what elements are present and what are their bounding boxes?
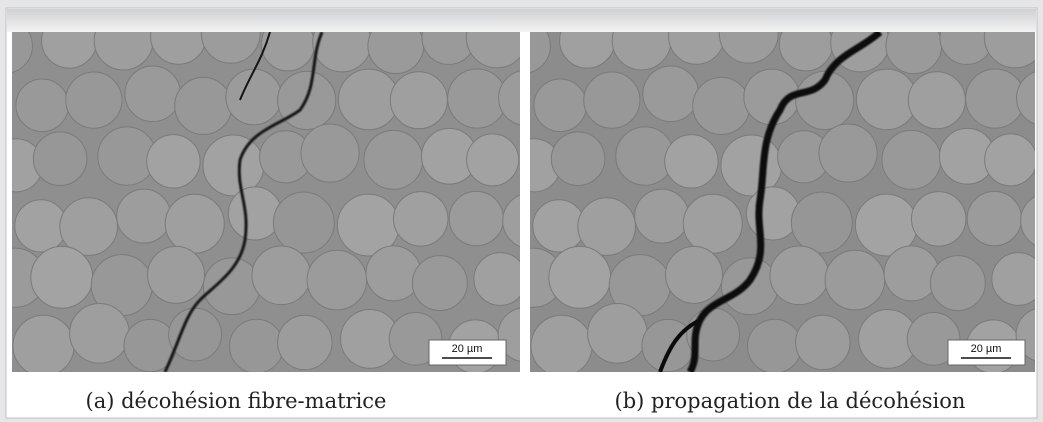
top-band xyxy=(7,9,1036,32)
fiber xyxy=(364,130,423,189)
fiber xyxy=(366,246,421,301)
scale-bar-label: 20 µm xyxy=(452,343,483,355)
fiber xyxy=(203,258,260,315)
fiber xyxy=(533,200,585,252)
fiber xyxy=(66,72,122,128)
caption: (a) décohésion fibre-matrice xyxy=(86,389,387,413)
fiber xyxy=(693,77,750,134)
fiber xyxy=(643,66,699,122)
fiber xyxy=(819,124,877,182)
fiber xyxy=(230,319,284,373)
fiber xyxy=(825,250,885,310)
fiber xyxy=(584,72,640,128)
page: 20 µm 20 µm (a) décohésion fibre-matrice… xyxy=(0,0,1043,422)
fiber xyxy=(31,246,93,308)
fiber xyxy=(908,72,965,129)
fiber xyxy=(169,308,222,361)
fiber xyxy=(551,132,605,186)
fiber xyxy=(226,69,282,125)
fiber xyxy=(966,69,1025,128)
fiber xyxy=(165,194,224,253)
fiber xyxy=(449,191,503,245)
fiber xyxy=(588,304,648,364)
micrograph xyxy=(496,4,1043,376)
fiber xyxy=(307,250,367,310)
fiber xyxy=(252,246,311,305)
fiber xyxy=(228,187,281,240)
fiber xyxy=(665,135,718,188)
fiber xyxy=(147,135,200,188)
fiber xyxy=(911,192,965,246)
fiber xyxy=(16,79,69,132)
fiber xyxy=(534,79,587,132)
fiber xyxy=(393,192,447,246)
fiber xyxy=(13,315,74,376)
fiber xyxy=(412,256,467,311)
fiber xyxy=(278,315,332,369)
fiber xyxy=(467,134,519,186)
fiber xyxy=(930,256,985,311)
fiber xyxy=(148,246,205,303)
scale-bar-label: 20 µm xyxy=(971,343,1002,355)
fiber xyxy=(549,246,611,308)
fiber xyxy=(721,258,778,315)
fiber xyxy=(70,304,130,364)
fiber xyxy=(635,189,689,243)
fiber xyxy=(531,315,592,376)
fiber xyxy=(884,246,939,301)
fiber xyxy=(15,200,67,252)
fiber xyxy=(746,187,799,240)
fiber xyxy=(125,66,181,122)
fiber xyxy=(683,194,742,253)
fiber xyxy=(882,130,941,189)
fiber xyxy=(791,192,852,253)
fiber xyxy=(770,246,829,305)
fiber xyxy=(666,246,723,303)
fiber xyxy=(796,315,850,369)
fiber xyxy=(117,189,171,243)
caption: (b) propagation de la décohésion xyxy=(615,389,966,413)
fiber xyxy=(273,192,334,253)
fiber xyxy=(474,253,527,306)
figure: 20 µm 20 µm (a) décohésion fibre-matrice… xyxy=(0,0,1043,422)
fiber xyxy=(301,124,359,182)
fiber xyxy=(985,134,1037,186)
fiber xyxy=(390,72,447,129)
fiber xyxy=(448,69,507,128)
fiber xyxy=(175,77,232,134)
fiber xyxy=(33,132,87,186)
fiber xyxy=(967,191,1021,245)
fiber xyxy=(748,319,802,373)
micrograph xyxy=(0,4,558,376)
